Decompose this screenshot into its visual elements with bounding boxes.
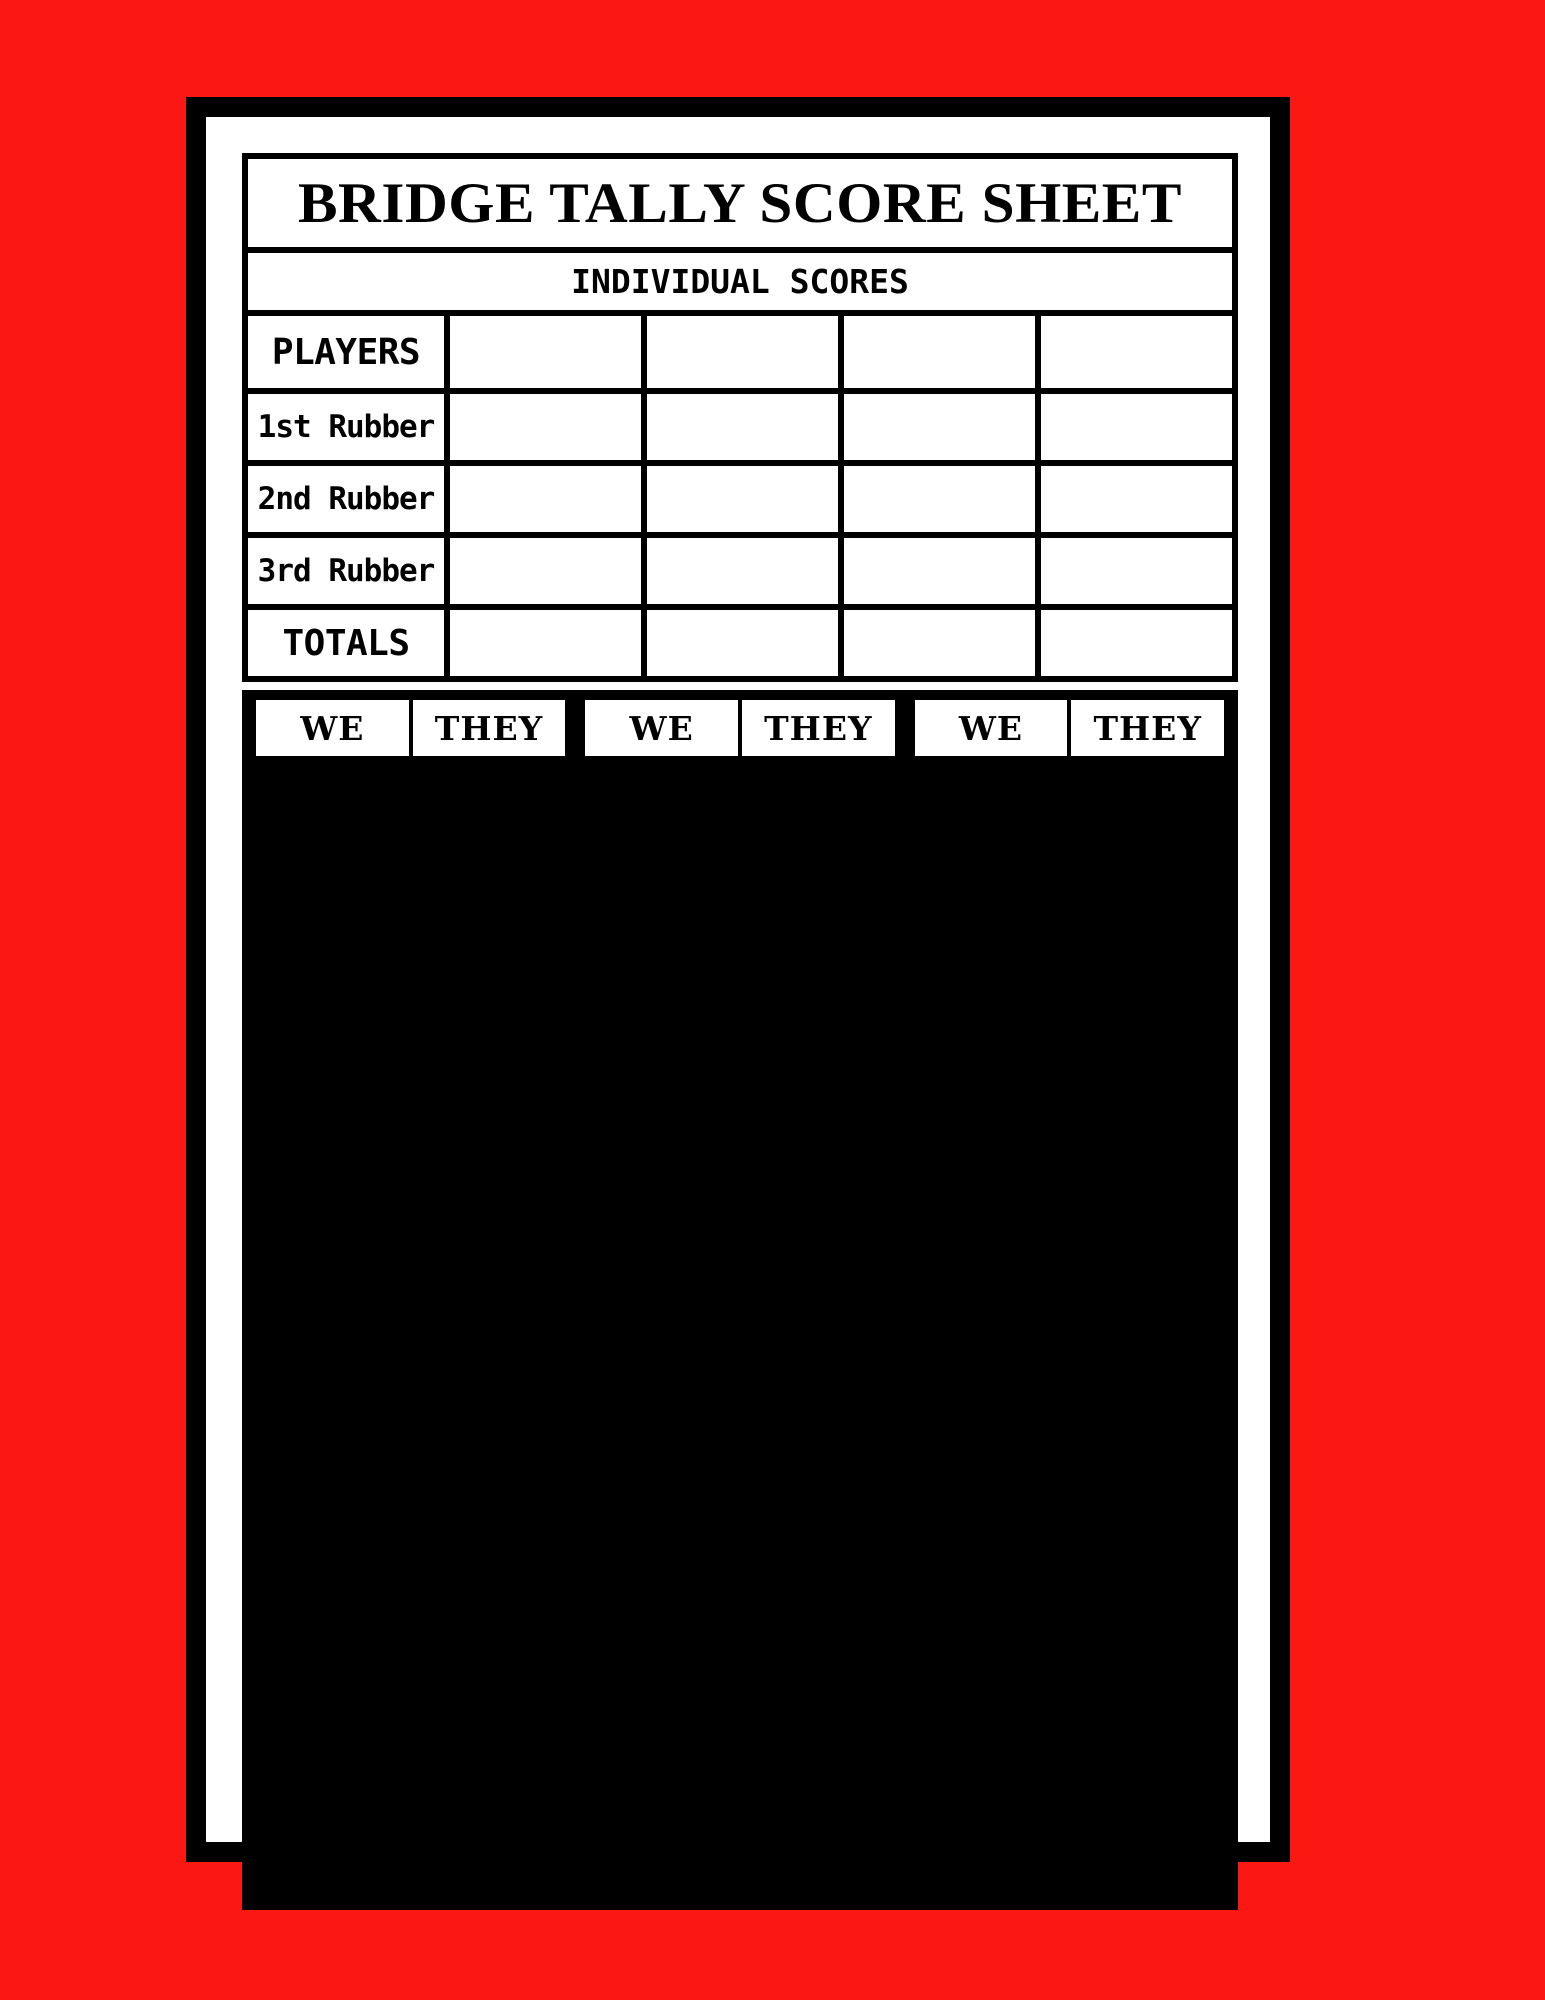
- below-the-line-area: [252, 1232, 1228, 1900]
- score-pair-2: WE THEY: [581, 700, 899, 764]
- entry-we-3-bottom[interactable]: [910, 1232, 1070, 1900]
- above-the-line-area: [252, 764, 1228, 1218]
- rubber1-cell-3[interactable]: [838, 388, 1041, 466]
- row-label-text: 2nd Rubber: [257, 481, 436, 517]
- rubber2-cell-2[interactable]: [641, 460, 844, 538]
- header-label: WE: [629, 708, 694, 748]
- rubber2-cell-3[interactable]: [838, 460, 1041, 538]
- we-they-score-grid: WE THEY WE THEY: [242, 690, 1238, 1910]
- table-row: 3rd Rubber: [242, 532, 1238, 610]
- score-pair-3: WE THEY: [910, 700, 1228, 764]
- rubber3-cell-1[interactable]: [444, 532, 647, 610]
- row-label-text: 3rd Rubber: [257, 553, 436, 589]
- entry-we-1-top[interactable]: [252, 764, 411, 1218]
- rubber1-cell-4[interactable]: [1035, 388, 1238, 466]
- rubber3-cell-2[interactable]: [641, 532, 844, 610]
- individual-scores-table: PLAYERS 1st Rubber: [242, 310, 1238, 682]
- section-subtitle: INDIVIDUAL SCORES: [571, 262, 909, 301]
- score-pair-1-bottom: [252, 1232, 570, 1900]
- footer: Bridge Game Score Sheet Printable © 2021…: [242, 1810, 1234, 1834]
- row-label-text: PLAYERS: [271, 331, 421, 373]
- header-we-2: WE: [581, 700, 740, 764]
- row-label-text: TOTALS: [282, 622, 410, 664]
- entry-they-2-top[interactable]: [740, 764, 899, 1218]
- table-row: 2nd Rubber: [242, 460, 1238, 538]
- players-cell-1[interactable]: [444, 310, 647, 394]
- entry-we-1-bottom[interactable]: [252, 1232, 411, 1900]
- entry-they-3-top[interactable]: [1069, 764, 1228, 1218]
- header-label: WE: [958, 708, 1024, 748]
- rubber1-cell-2[interactable]: [641, 388, 844, 466]
- rubber3-cell-3[interactable]: [838, 532, 1041, 610]
- entry-they-3-bottom[interactable]: [1069, 1232, 1228, 1900]
- players-cell-4[interactable]: [1035, 310, 1238, 394]
- totals-cell-3[interactable]: [838, 604, 1041, 682]
- score-pair-3-bottom: [910, 1232, 1228, 1900]
- players-cell-2[interactable]: [641, 310, 844, 394]
- score-pair-1-top: [252, 764, 570, 1218]
- entry-we-2-top[interactable]: [581, 764, 740, 1218]
- copyright-text: Bridge Game Score Sheet Printable © 2021…: [393, 1810, 1083, 1834]
- header-they-1: THEY: [410, 700, 570, 764]
- score-pair-3-top: [910, 764, 1228, 1218]
- totals-cell-1[interactable]: [444, 604, 647, 682]
- entry-they-2-bottom[interactable]: [740, 1232, 899, 1900]
- entry-we-3-top[interactable]: [910, 764, 1070, 1218]
- header-label: THEY: [764, 708, 873, 748]
- header-label: WE: [300, 708, 365, 748]
- score-pair-2-bottom: [581, 1232, 899, 1900]
- title-block: BRIDGE TALLY SCORE SHEET: [242, 153, 1238, 247]
- row-label-1st-rubber: 1st Rubber: [242, 388, 450, 466]
- header-label: THEY: [434, 708, 544, 748]
- page-title: BRIDGE TALLY SCORE SHEET: [298, 171, 1182, 235]
- row-label-2nd-rubber: 2nd Rubber: [242, 460, 450, 538]
- score-pair-2-top: [581, 764, 899, 1218]
- row-label-totals: TOTALS: [242, 604, 450, 682]
- rubber1-cell-1[interactable]: [444, 388, 647, 466]
- header-they-2: THEY: [740, 700, 899, 764]
- header-label: THEY: [1093, 708, 1202, 748]
- totals-cell-4[interactable]: [1035, 604, 1238, 682]
- paper-sheet: K K: [206, 117, 1270, 1910]
- table-row: PLAYERS: [242, 310, 1238, 394]
- entry-they-1-top[interactable]: [410, 764, 570, 1218]
- row-label-text: 1st Rubber: [257, 409, 436, 445]
- header-we-1: WE: [252, 700, 411, 764]
- page-frame: K K: [186, 97, 1290, 1910]
- we-they-header-row: WE THEY WE THEY: [252, 700, 1228, 764]
- players-cell-3[interactable]: [838, 310, 1041, 394]
- entry-we-2-bottom[interactable]: [581, 1232, 740, 1900]
- rubber2-cell-1[interactable]: [444, 460, 647, 538]
- score-pair-1: WE THEY: [252, 700, 570, 764]
- row-label-players: PLAYERS: [242, 310, 450, 394]
- header-we-3: WE: [910, 700, 1070, 764]
- table-row: 1st Rubber: [242, 388, 1238, 466]
- totals-cell-2[interactable]: [641, 604, 844, 682]
- score-sheet: BRIDGE TALLY SCORE SHEET INDIVIDUAL SCOR…: [242, 153, 1238, 1910]
- table-row: TOTALS: [242, 604, 1238, 682]
- row-label-3rd-rubber: 3rd Rubber: [242, 532, 450, 610]
- subtitle-block: INDIVIDUAL SCORES: [242, 247, 1238, 310]
- score-line-divider: [252, 1218, 1228, 1232]
- rubber3-cell-4[interactable]: [1035, 532, 1238, 610]
- header-they-3: THEY: [1069, 700, 1228, 764]
- entry-they-1-bottom[interactable]: [410, 1232, 570, 1900]
- rubber2-cell-4[interactable]: [1035, 460, 1238, 538]
